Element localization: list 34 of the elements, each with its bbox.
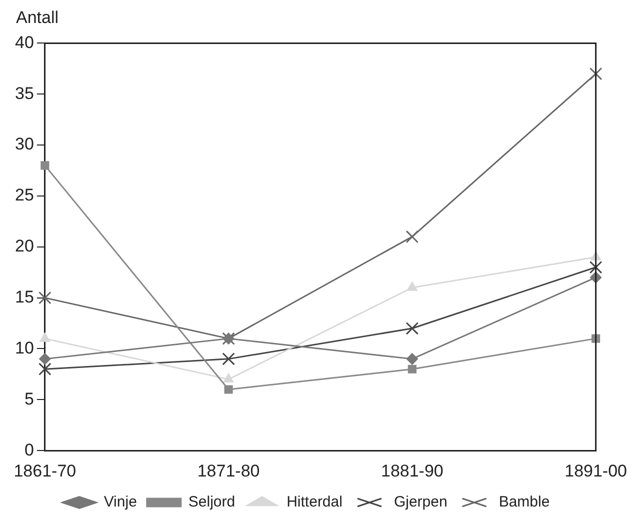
point: [407, 282, 418, 291]
y-axis-title: Antall: [16, 8, 60, 29]
y-tick-label: 10: [14, 338, 34, 358]
point: [406, 353, 418, 365]
point: [39, 353, 51, 365]
x-tick-label: 1891-00: [564, 461, 627, 480]
y-tick-label: 25: [14, 186, 34, 205]
y-tick-label: 35: [14, 84, 34, 103]
point: [589, 260, 602, 274]
point: [406, 230, 419, 244]
y-tick-label: 30: [14, 134, 34, 154]
point: [589, 67, 602, 80]
legend-label: Hitterdal: [286, 494, 342, 511]
point: [40, 332, 50, 342]
y-tick-label: 15: [14, 288, 34, 307]
point: [40, 161, 50, 170]
point: [408, 364, 416, 374]
point: [38, 291, 52, 304]
y-tick-label: 0: [24, 440, 34, 460]
point: [38, 362, 52, 376]
legend-label: Bamble: [498, 494, 550, 511]
y-tick-label: 40: [14, 32, 34, 52]
point: [406, 322, 419, 335]
point: [222, 352, 235, 366]
x-tick-label: 1881-90: [380, 461, 444, 480]
legend-label: Gjerpen: [394, 494, 448, 511]
point: [224, 385, 233, 394]
y-tick-label: 20: [14, 236, 34, 256]
x-tick-label: 1871-80: [197, 461, 260, 480]
x-tick-label: 1861-70: [14, 461, 76, 480]
legend-label: Seljord: [188, 494, 236, 511]
y-tick-label: 5: [24, 389, 34, 408]
point: [223, 374, 234, 383]
legend-label: Vinje: [104, 494, 137, 511]
